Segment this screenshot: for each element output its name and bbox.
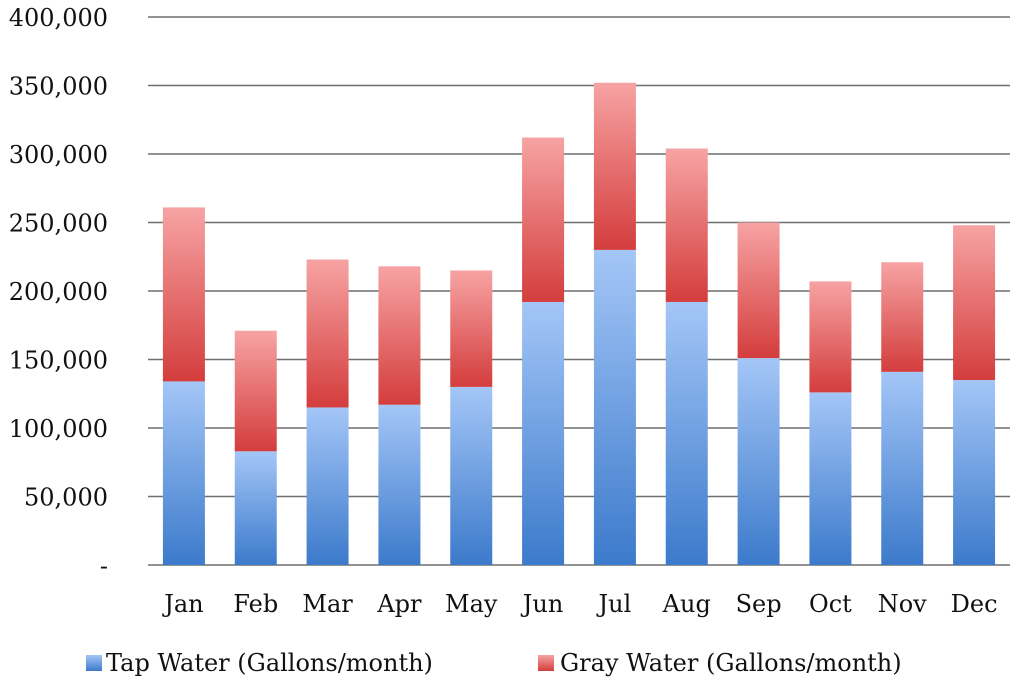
bar-tap-feb — [234, 451, 277, 565]
y-tick-label: 350,000 — [9, 73, 108, 101]
y-axis-ticks: - 50,000 100,000 150,000 200,000 250,000 300,0… — [9, 4, 108, 580]
bar-tap-mar — [306, 407, 349, 565]
bar-tap-oct — [809, 392, 852, 565]
bar-tap-sep — [737, 358, 780, 565]
bar-gray-aug — [665, 148, 708, 302]
x-axis-ticks: Jan Feb Mar Apr May Jun Jul Aug Sep Oct Nov Dec — [161, 590, 997, 618]
y-tick-label: 100,000 — [9, 415, 108, 443]
x-tick-label: Nov — [878, 590, 927, 618]
y-tick-label: - — [100, 552, 108, 580]
x-tick-label: Jan — [161, 590, 203, 618]
x-tick-label: Jul — [596, 590, 632, 618]
legend-item-gray-water: Gray Water (Gallons/month) — [538, 649, 902, 677]
x-tick-label: Sep — [736, 590, 782, 618]
legend-item-tap-water: Tap Water (Gallons/month) — [86, 649, 433, 677]
bar-gray-feb — [234, 330, 277, 452]
y-tick-label: 400,000 — [9, 4, 108, 32]
x-tick-label: Feb — [233, 590, 278, 618]
bar-gray-oct — [809, 281, 852, 393]
y-tick-label: 200,000 — [9, 278, 108, 306]
bar-gray-mar — [306, 259, 349, 408]
legend-swatch-tap-water — [86, 655, 102, 671]
bar-gray-jul — [593, 82, 636, 250]
y-tick-label: 50,000 — [24, 484, 108, 512]
x-tick-label: Dec — [951, 590, 998, 618]
x-tick-label: Apr — [376, 590, 422, 618]
x-tick-label: Jun — [520, 590, 564, 618]
y-tick-label: 250,000 — [9, 210, 108, 238]
x-tick-label: Mar — [302, 590, 353, 618]
bar-gray-jun — [522, 137, 565, 302]
legend-label-tap-water: Tap Water (Gallons/month) — [106, 649, 433, 677]
bar-tap-jun — [522, 301, 565, 565]
bar-tap-aug — [665, 301, 708, 565]
legend: Tap Water (Gallons/month) Gray Water (Ga… — [86, 649, 902, 677]
bar-gray-jan — [162, 207, 205, 382]
y-tick-label: 300,000 — [9, 141, 108, 169]
x-tick-label: May — [445, 590, 498, 618]
bar-tap-apr — [378, 404, 421, 565]
gridlines — [148, 16, 1010, 566]
bar-tap-jul — [593, 249, 636, 565]
bar-gray-may — [450, 270, 493, 387]
legend-swatch-gray-water — [538, 655, 554, 671]
x-tick-label: Aug — [662, 590, 711, 618]
bar-gray-dec — [953, 225, 996, 381]
legend-label-gray-water: Gray Water (Gallons/month) — [560, 649, 902, 677]
bar-tap-nov — [881, 371, 924, 565]
bar-gray-nov — [881, 262, 924, 372]
bar-gray-apr — [378, 266, 421, 405]
bar-tap-jan — [162, 381, 205, 565]
bar-tap-dec — [953, 380, 996, 565]
bar-gray-sep — [737, 222, 780, 359]
x-tick-label: Oct — [809, 590, 852, 618]
bars — [162, 82, 996, 565]
bar-tap-may — [450, 386, 493, 565]
y-tick-label: 150,000 — [9, 347, 108, 375]
